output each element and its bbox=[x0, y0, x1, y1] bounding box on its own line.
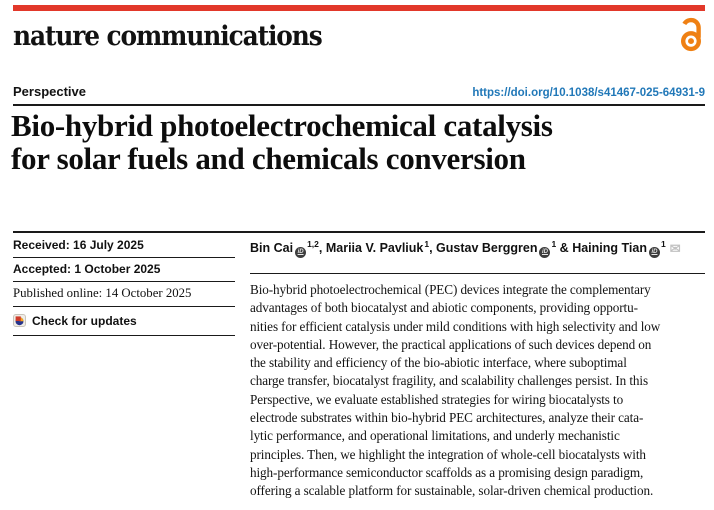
article-title: Bio-hybrid photoelectrochemical catalysi… bbox=[11, 109, 711, 175]
author-affiliation-sup: 1 bbox=[424, 239, 430, 249]
text-line: lytic performance, and operational limit… bbox=[250, 428, 620, 444]
abstract-text: Bio-hybrid photoelectrochemical (PEC) de… bbox=[250, 281, 705, 501]
author-name: Gustav Berggren bbox=[436, 241, 538, 255]
doi-link[interactable]: https://doi.org/10.1038/s41467-025-64931… bbox=[472, 87, 705, 99]
check-for-updates-label: Check for updates bbox=[32, 313, 137, 328]
check-for-updates-button[interactable]: Check for updates bbox=[13, 314, 137, 328]
orcid-icon[interactable]: iD bbox=[539, 247, 551, 258]
article-type-label: Perspective bbox=[13, 84, 86, 99]
open-access-icon bbox=[677, 13, 705, 58]
orcid-icon[interactable]: iD bbox=[648, 247, 660, 258]
corresponding-author-email-icon[interactable]: ✉ bbox=[669, 241, 681, 256]
text-line: advantages of both biocatalyst and abiot… bbox=[250, 300, 638, 316]
author-line: Bin Cai iD1,2, Mariia V. Pavliuk1, Gustav… bbox=[250, 233, 705, 274]
accepted-date-row: Accepted: 1 October 2025 bbox=[13, 258, 235, 282]
author-affiliation-sup: 1,2 bbox=[307, 239, 319, 249]
text-line: offering a scalable platform for sustain… bbox=[250, 483, 654, 499]
published-online-date: Published online: 14 October 2025 bbox=[13, 286, 192, 301]
author-affiliation-sup: 1 bbox=[551, 239, 557, 249]
text-line: high-performance semiconductor scaffolds… bbox=[250, 464, 644, 480]
crossmark-icon bbox=[13, 314, 26, 328]
author-name: Bin Cai bbox=[250, 241, 294, 255]
received-date-row: Received: 16 July 2025 bbox=[13, 233, 235, 258]
text-line: nities for efficient catalysis under mil… bbox=[250, 318, 661, 334]
author-separator: , bbox=[318, 241, 326, 255]
header-divider bbox=[13, 104, 705, 106]
author-separator: & bbox=[556, 241, 573, 255]
text-line: electrode substrates within bio-hybrid P… bbox=[250, 410, 644, 426]
text-line: the stability and efficiency of the bio-… bbox=[250, 355, 627, 371]
text-line: Bio-hybrid photoelectrochemical (PEC) de… bbox=[250, 282, 651, 297]
author-separator: , bbox=[429, 241, 437, 255]
article-type-bar: Perspective https://doi.org/10.1038/s414… bbox=[13, 84, 705, 99]
author-affiliation-sup: 1 bbox=[660, 239, 666, 249]
published-date-row: Published online: 14 October 2025 bbox=[13, 282, 235, 307]
received-date: Received: 16 July 2025 bbox=[13, 237, 144, 252]
orcid-icon[interactable]: iD bbox=[295, 247, 307, 258]
text-line: charge transfer, biocatalyst fragility, … bbox=[250, 373, 649, 389]
text-line: Bio-hybrid photoelectrochemical catalysi… bbox=[11, 108, 553, 143]
article-body-column: Bin Cai iD1,2, Mariia V. Pavliuk1, Gustav… bbox=[250, 233, 705, 501]
author-name: Mariia V. Pavliuk bbox=[325, 241, 424, 255]
text-line: for solar fuels and chemicals conversion bbox=[11, 141, 526, 176]
author-name: Haining Tian bbox=[572, 241, 647, 255]
article-history-column: Received: 16 July 2025 Accepted: 1 Octob… bbox=[13, 233, 235, 336]
journal-accent-bar bbox=[13, 5, 705, 11]
text-line: principles. Then, we highlight the integ… bbox=[250, 446, 646, 462]
journal-wordmark: nature communications bbox=[13, 21, 323, 52]
text-line: over-potential. However, the practical a… bbox=[250, 336, 652, 352]
columns-top-divider bbox=[13, 231, 705, 233]
accepted-date: Accepted: 1 October 2025 bbox=[13, 262, 161, 277]
check-updates-row: Check for updates bbox=[13, 307, 235, 336]
text-line: Perspective, we evaluate established str… bbox=[250, 391, 624, 407]
